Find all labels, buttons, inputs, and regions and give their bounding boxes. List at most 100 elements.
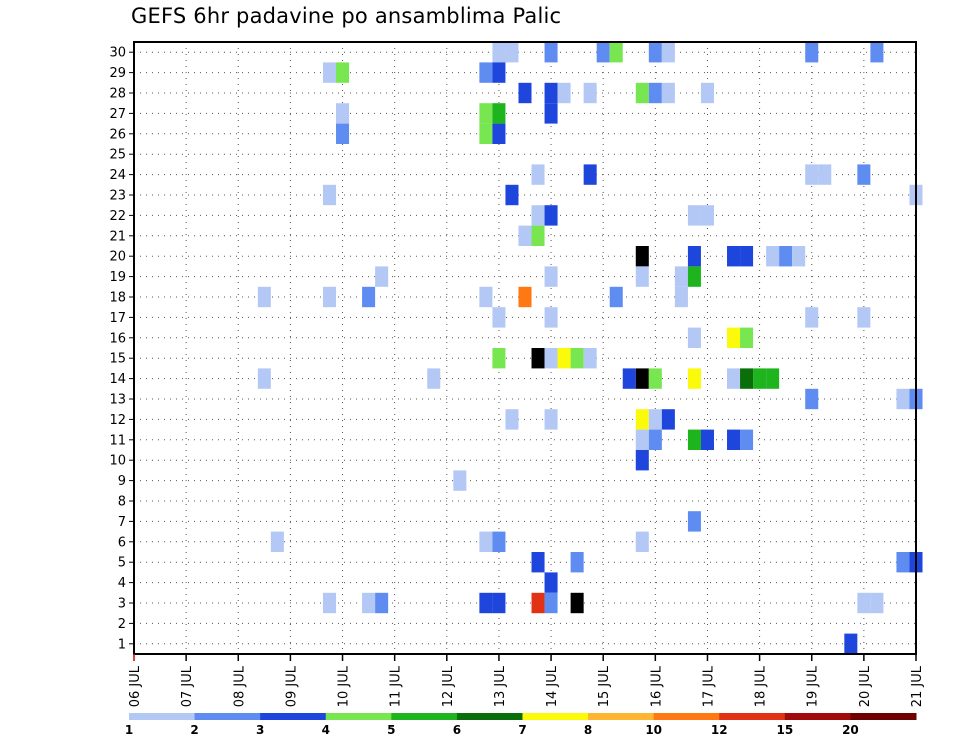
y-tick-label: 9 bbox=[118, 474, 126, 489]
y-tick-label: 14 bbox=[109, 372, 126, 387]
heatmap-cell bbox=[505, 42, 519, 63]
heatmap-cell bbox=[583, 82, 597, 104]
heatmap-cell bbox=[727, 429, 741, 450]
heatmap-cell bbox=[596, 42, 610, 63]
heatmap-cell bbox=[700, 429, 714, 450]
heatmap-cell bbox=[661, 42, 675, 63]
heatmap-cell bbox=[805, 42, 819, 63]
heatmap-cell bbox=[362, 286, 376, 308]
heatmap-cell bbox=[727, 368, 741, 389]
colorbar-label: 12 bbox=[711, 723, 728, 737]
y-tick-label: 6 bbox=[118, 535, 126, 550]
heatmap-cell bbox=[635, 368, 649, 389]
x-tick-label: 19 JUL bbox=[806, 665, 821, 707]
heatmap-cell bbox=[544, 592, 558, 614]
y-tick-label: 11 bbox=[109, 433, 126, 448]
y-tick-label: 2 bbox=[118, 617, 126, 632]
x-tick-label: 14 JUL bbox=[545, 665, 560, 707]
y-tick-label: 22 bbox=[109, 209, 126, 224]
colorbar-segment bbox=[260, 713, 327, 720]
heatmap-cell bbox=[322, 286, 337, 308]
x-tick-label: 11 JUL bbox=[389, 665, 404, 707]
heatmap-cell bbox=[661, 82, 675, 104]
heatmap-cell bbox=[805, 307, 819, 328]
heatmap-cell bbox=[518, 225, 532, 246]
colorbar-segment bbox=[522, 713, 589, 720]
heatmap-cell bbox=[740, 246, 754, 267]
heatmap-cell bbox=[766, 368, 780, 389]
heatmap-cell bbox=[322, 184, 337, 206]
heatmap-cell bbox=[648, 368, 662, 389]
heatmap-cell bbox=[740, 429, 754, 450]
heatmap-cell bbox=[687, 429, 701, 450]
heatmap-cell bbox=[375, 266, 389, 287]
y-tick-label: 19 bbox=[109, 270, 126, 285]
heatmap-cell bbox=[818, 164, 832, 185]
heatmap-cell bbox=[766, 246, 780, 267]
heatmap-cell bbox=[857, 592, 871, 614]
heatmap-cell bbox=[531, 348, 545, 369]
heatmap-cell bbox=[531, 205, 545, 226]
colorbar-label: 4 bbox=[322, 723, 330, 737]
heatmap-cell bbox=[635, 429, 649, 450]
colorbar: 1 2 3 4 5 6 7 8 10 12 15 20 bbox=[125, 713, 917, 737]
colorbar-label: 3 bbox=[256, 723, 264, 737]
heatmap-cell bbox=[479, 123, 493, 144]
heatmap-cell bbox=[544, 307, 558, 328]
y-tick-label: 21 bbox=[109, 229, 126, 244]
colorbar-label: 6 bbox=[453, 723, 461, 737]
y-tick-label: 24 bbox=[109, 168, 126, 183]
heatmap-cell bbox=[257, 368, 271, 389]
heatmap-cell bbox=[531, 164, 545, 185]
y-tick-label: 28 bbox=[109, 87, 126, 102]
heatmap-cell bbox=[635, 246, 649, 267]
heatmap-cell bbox=[492, 103, 506, 124]
heatmap-cell bbox=[635, 266, 649, 287]
heatmap-cell bbox=[375, 592, 389, 614]
heatmap-cell bbox=[687, 266, 701, 287]
heatmap-cell bbox=[753, 368, 767, 389]
x-tick-label: 07 JUL bbox=[180, 665, 195, 707]
x-axis-ticks: 06 JUL 07 JUL 08 JUL 09 JUL 10 JUL 11 JUL 12 J… bbox=[128, 654, 925, 707]
heatmap-cell bbox=[648, 409, 662, 430]
x-tick-label: 15 JUL bbox=[597, 665, 612, 707]
colorbar-label: 1 bbox=[125, 723, 133, 737]
heatmap-cell bbox=[518, 82, 532, 104]
heatmap-cell bbox=[648, 429, 662, 450]
heatmap-cell bbox=[583, 348, 597, 369]
heatmap-cell bbox=[896, 388, 910, 410]
colorbar-label: 8 bbox=[584, 723, 592, 737]
heatmap-cell bbox=[479, 62, 493, 83]
heatmap-cell bbox=[544, 348, 558, 369]
colorbar-segment bbox=[850, 713, 917, 720]
colorbar-label: 20 bbox=[842, 723, 859, 737]
colorbar-label: 5 bbox=[387, 723, 395, 737]
heatmap-cell bbox=[700, 82, 714, 104]
heatmap-cell bbox=[336, 62, 350, 83]
y-tick-label: 5 bbox=[118, 556, 126, 571]
heatmap-cell bbox=[648, 82, 662, 104]
heatmap-cell bbox=[427, 368, 441, 389]
heatmap-cell bbox=[570, 552, 584, 573]
heatmap-cell bbox=[505, 184, 519, 206]
heatmap-cell bbox=[531, 552, 545, 573]
heatmap-cell bbox=[336, 103, 350, 124]
heatmap-cell bbox=[492, 307, 506, 328]
heatmap-cell bbox=[453, 470, 467, 491]
colorbar-segment bbox=[391, 713, 458, 720]
heatmap-cell bbox=[544, 572, 558, 593]
y-tick-label: 10 bbox=[109, 454, 126, 469]
y-tick-label: 17 bbox=[109, 311, 126, 326]
x-tick-label: 17 JUL bbox=[701, 665, 716, 707]
heatmap-cell bbox=[727, 327, 741, 348]
chart-title: GEFS 6hr padavine po ansamblima Palic bbox=[131, 4, 562, 28]
heatmap-cell bbox=[622, 368, 636, 389]
colorbar-segment bbox=[456, 713, 523, 720]
heatmap-cell bbox=[727, 246, 741, 267]
heatmap-cell bbox=[779, 246, 793, 267]
y-tick-label: 13 bbox=[109, 393, 126, 408]
heatmap-cell bbox=[870, 592, 884, 614]
y-tick-label: 3 bbox=[118, 597, 126, 612]
x-tick-label: 16 JUL bbox=[649, 665, 664, 707]
y-tick-label: 15 bbox=[109, 352, 126, 367]
